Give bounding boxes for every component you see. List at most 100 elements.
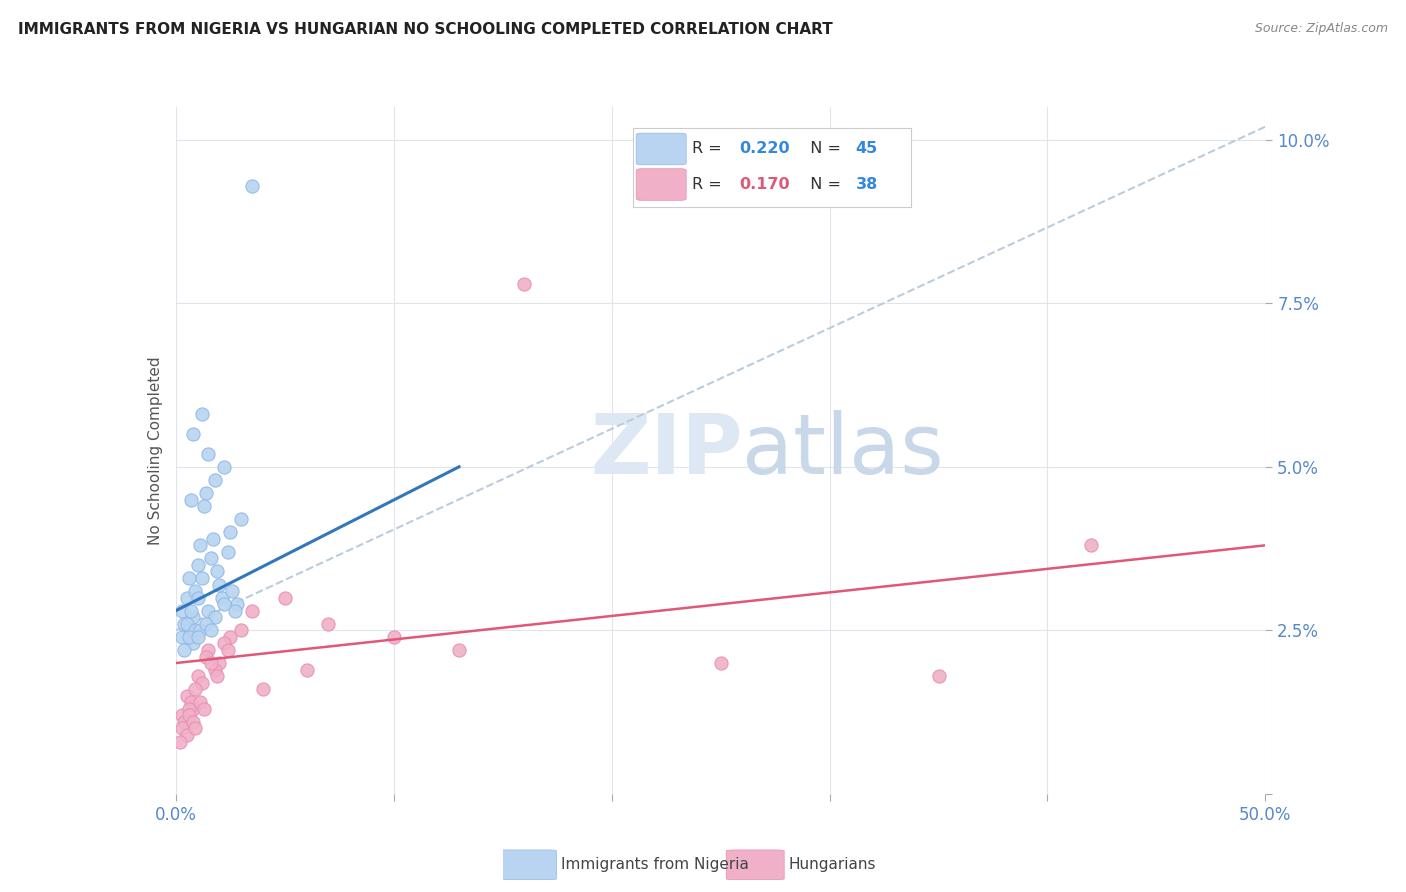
Point [181,702,204,716]
Text: IMMIGRANTS FROM NIGERIA VS HUNGARIAN NO SCHOOLING COMPLETED CORRELATION CHART: IMMIGRANTS FROM NIGERIA VS HUNGARIAN NO … [18,22,832,37]
Text: R =: R = [692,142,731,156]
Point [188,695,211,709]
Point [191,675,214,690]
Point [193,499,215,513]
Point [176,728,198,742]
Text: 38: 38 [856,177,877,192]
Point [186,591,209,605]
Point [181,714,204,729]
Point [180,695,202,709]
Point [177,630,200,644]
Point [193,702,215,716]
Point [1080,538,1102,552]
Point [212,597,235,611]
Point [205,669,228,683]
Point [197,447,219,461]
Point [224,604,246,618]
Point [173,643,195,657]
Point [208,577,231,591]
Point [181,636,204,650]
Point [274,591,297,605]
Point [173,616,195,631]
Point [172,630,194,644]
Point [181,427,204,442]
FancyBboxPatch shape [636,169,686,201]
Point [173,714,195,729]
Point [200,624,222,638]
Point [318,616,340,631]
Point [200,551,222,566]
Text: R =: R = [692,177,731,192]
Point [219,525,242,540]
Point [184,624,207,638]
Point [211,591,233,605]
Text: 0.220: 0.220 [740,142,790,156]
Point [208,656,231,670]
Point [186,630,209,644]
Point [240,604,263,618]
Point [447,643,470,657]
Point [176,616,198,631]
FancyBboxPatch shape [727,850,785,880]
Point [176,591,198,605]
Text: N =: N = [800,142,846,156]
Point [177,624,200,638]
Point [240,178,263,193]
Point [231,624,253,638]
Point [195,649,218,664]
Point [177,571,200,585]
Point [197,604,219,618]
Point [177,708,200,723]
Point [197,643,219,657]
Point [172,604,194,618]
FancyBboxPatch shape [636,133,686,165]
Point [231,512,253,526]
Point [205,565,228,579]
Point [217,545,239,559]
Point [928,669,950,683]
Point [212,636,235,650]
Text: Hungarians: Hungarians [789,857,876,872]
Text: atlas: atlas [742,410,943,491]
Point [217,643,239,657]
Point [204,473,226,487]
Text: 0.170: 0.170 [740,177,790,192]
Point [188,624,211,638]
Point [221,584,243,599]
Point [204,610,226,624]
Point [169,734,191,748]
Point [710,656,733,670]
Point [252,682,274,697]
Point [172,708,194,723]
Point [177,702,200,716]
Point [219,630,242,644]
Text: 45: 45 [856,142,877,156]
Text: N =: N = [800,177,846,192]
Y-axis label: No Schooling Completed: No Schooling Completed [148,356,163,545]
Point [513,277,536,291]
Point [225,597,247,611]
Point [186,669,209,683]
Text: Immigrants from Nigeria: Immigrants from Nigeria [561,857,748,872]
Point [191,408,214,422]
Point [382,630,405,644]
Point [191,571,214,585]
Point [184,584,207,599]
Point [204,663,226,677]
Point [181,610,204,624]
Point [201,532,224,546]
Point [295,663,318,677]
Point [195,616,218,631]
Text: ZIP: ZIP [591,410,742,491]
Point [188,538,211,552]
Point [180,492,202,507]
Point [200,656,222,670]
Point [186,558,209,572]
FancyBboxPatch shape [499,850,557,880]
Point [180,604,202,618]
Text: Source: ZipAtlas.com: Source: ZipAtlas.com [1254,22,1388,36]
Point [184,682,207,697]
Point [184,722,207,736]
Point [195,486,218,500]
Point [212,459,235,474]
